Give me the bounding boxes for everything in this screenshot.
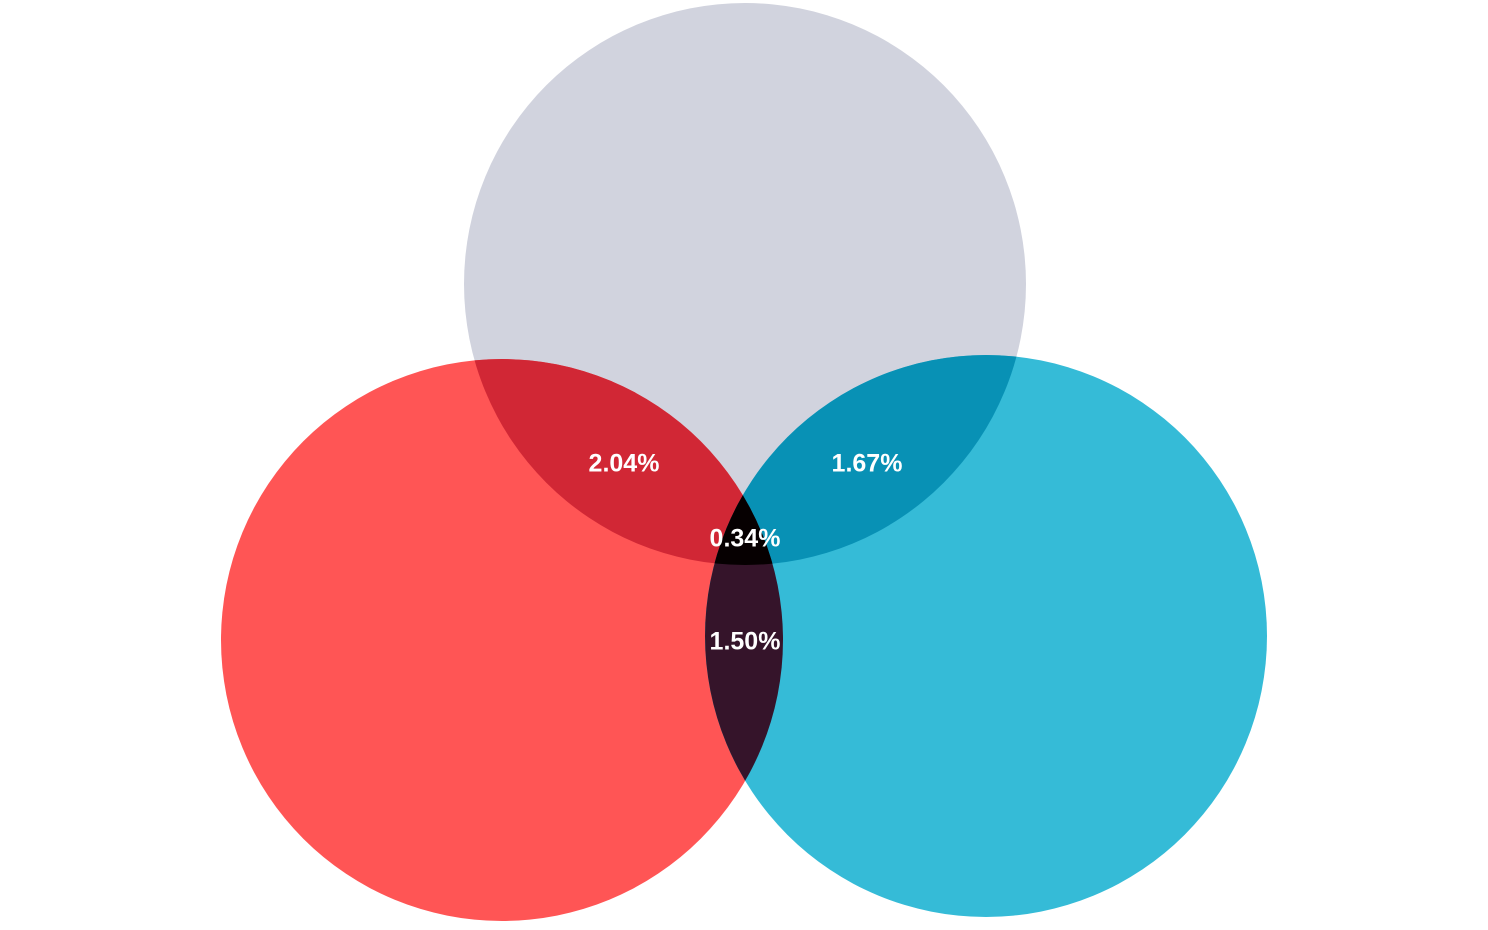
overlap-all-three-label: 0.34% bbox=[710, 525, 781, 553]
overlap-top-right-label: 1.67% bbox=[832, 450, 903, 478]
overlap-top-left-label: 2.04% bbox=[589, 450, 660, 478]
overlap-left-right-label: 1.50% bbox=[710, 628, 781, 656]
overlap-top-right bbox=[705, 355, 1026, 565]
overlap-top-left bbox=[464, 359, 783, 565]
